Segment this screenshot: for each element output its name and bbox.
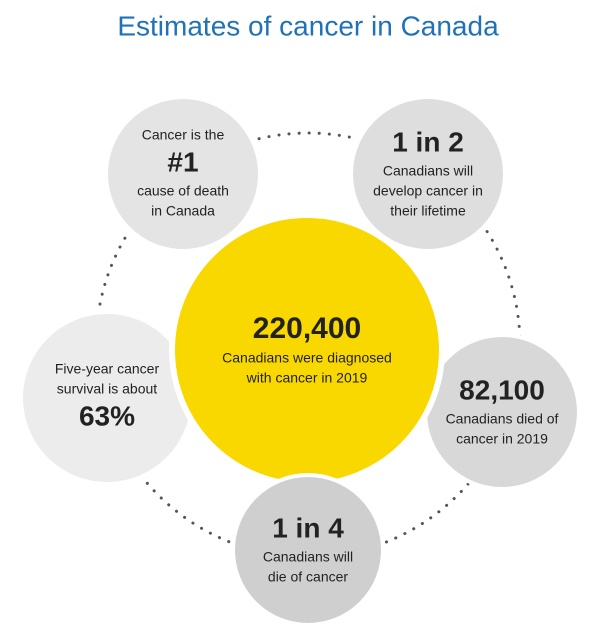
fact-circle: 1 in 4 Canadians will die of cancer [231,473,385,627]
caption-line: survival is about [57,381,157,397]
circle-bg [349,95,507,253]
fact-circle: Five-year cancer survival is about 63% [19,310,195,486]
center-circle: 220,400 Canadians were diagnosed with canc… [169,212,445,488]
caption-line: Canadians died of [446,411,559,427]
circle-bg [231,473,385,627]
caption-line: cause of death [137,183,229,199]
figure: 63% [79,400,135,431]
caption-line: Five-year cancer [55,361,160,377]
fact-circle: 82,100 Canadians died of cancer in 2019 [423,333,581,491]
caption-line: in Canada [151,203,215,219]
circle-bg [104,95,262,253]
caption-line: Canadians were diagnosed [222,350,392,366]
caption-line: their lifetime [390,203,466,219]
caption-line: develop cancer in [373,183,483,199]
figure: 82,100 [459,374,545,405]
caption-line: cancer in 2019 [456,431,548,447]
fact-circle: Cancer is the #1 cause of death in Canada [104,95,262,253]
fact-circle: 1 in 2 Canadians will develop cancer in the… [349,95,507,253]
caption-line: Canadians will [263,549,353,565]
figure: 1 in 4 [272,512,344,543]
caption-line: with cancer in 2019 [246,370,368,386]
caption-line: Canadians will [383,163,473,179]
circles: Cancer is the #1 cause of death in Canada 1 … [19,95,581,627]
figure: #1 [167,146,198,177]
title: Estimates of cancer in Canada [117,10,499,41]
caption-line: Cancer is the [142,127,225,143]
figure: 220,400 [253,312,361,345]
circle-bg [19,310,195,486]
figure: 1 in 2 [392,126,464,157]
caption-line: die of cancer [268,569,348,585]
